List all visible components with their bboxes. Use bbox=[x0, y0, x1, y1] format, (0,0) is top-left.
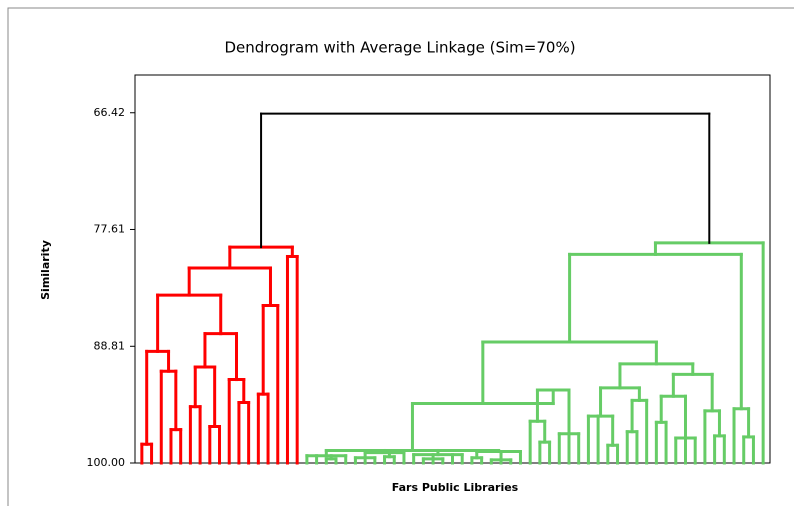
y-tick-label: 66.42 bbox=[94, 106, 126, 119]
y-tick-label: 77.61 bbox=[94, 222, 126, 235]
y-axis-label: Similarity bbox=[39, 240, 52, 300]
chart-title: Dendrogram with Average Linkage (Sim=70%… bbox=[224, 39, 575, 57]
y-tick-label: 88.81 bbox=[94, 339, 126, 352]
x-axis-label: Fars Public Libraries bbox=[392, 481, 519, 494]
panel bbox=[7, 7, 794, 510]
y-tick-label: 100.00 bbox=[87, 456, 126, 469]
